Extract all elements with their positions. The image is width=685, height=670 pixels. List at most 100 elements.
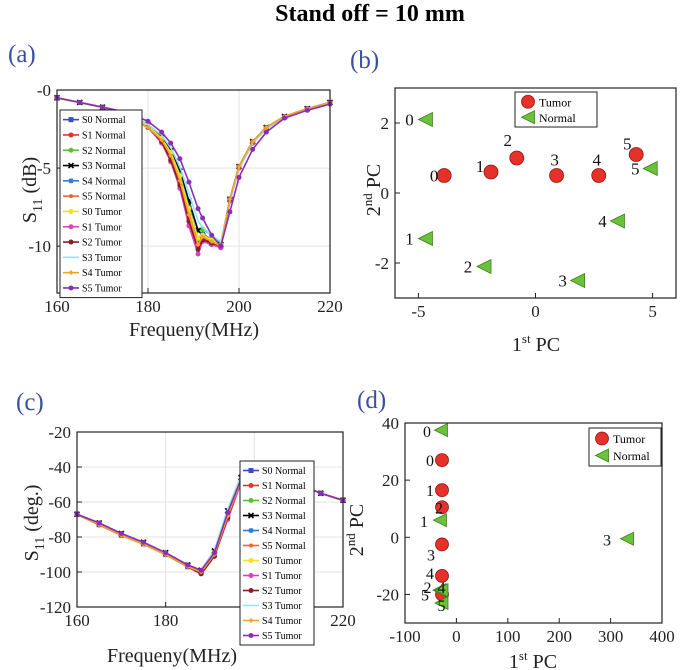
d-xtick-label: 300 [598,627,624,646]
a-ytick-label: -10 [28,237,51,256]
a-xtick-label: 160 [44,297,70,316]
c-legend-marker [248,573,254,578]
b-point-label: 5 [623,135,632,154]
a-data-point [159,137,165,143]
c-ylabel-main: S [21,550,43,561]
b-xlabel-tail: PC [531,334,560,356]
d-xlabel: 1st PC [509,648,557,670]
figure-title: Stand off = 10 mm [275,1,465,27]
d-point-normal [433,422,448,438]
c-legend-entry: S3 Tumor [262,601,302,612]
b-ytick-label: -2 [375,254,389,273]
b-ytick-label: 2 [381,114,390,133]
b-ylabel: 2nd PC [360,164,385,216]
b-point-tumor [591,168,607,183]
c-legend-marker [248,483,254,488]
b-point-label: 4 [598,212,607,231]
c-legend-marker [248,468,254,473]
b-xlabel-sup: st [522,331,531,346]
c-legend-entry: S2 Tumor [262,586,302,597]
b-point-tumor [436,168,452,183]
c-legend-entry: S0 Normal [262,466,306,477]
b-point-label: 3 [558,272,567,291]
b-point-label: 2 [504,131,513,150]
a-legend-marker [68,239,74,245]
b-series-1: 0 1 2 3 4 5 [405,111,658,291]
a-data-point [100,104,105,110]
a-data-point [168,153,174,159]
a-data-point [168,140,174,146]
d-legend-marker [594,448,609,463]
d-ylabel-sup: nd [343,533,358,547]
b-legend-entry: Normal [539,111,576,125]
d-point-label: 3 [427,547,435,564]
a-data-point [209,238,215,244]
c-frame [76,431,344,608]
a-data-point [263,129,269,135]
d-ytick-label: -20 [376,585,399,604]
d-xlabel-tail: PC [528,651,557,670]
b-point-tumor [628,147,644,162]
b-point-label: 1 [405,230,414,249]
d-point-normal [619,531,634,546]
b-point-tumor [549,168,564,183]
c-ytick-label: -80 [48,528,71,547]
d-point-label: 0 [426,453,434,470]
b-xtick-label: 5 [648,302,657,321]
c-xtick-label: 220 [330,611,356,630]
d-point-label: 0 [423,424,431,441]
a-data-point [145,124,151,130]
a-data-point [218,243,224,249]
d-point-tumor [435,483,449,498]
d-point-label: 4 [426,566,434,583]
a-legend-entry: S4 Tumor [82,268,122,279]
a-data-point [186,179,192,185]
b-point-normal [642,160,658,177]
b-point-normal [417,230,433,247]
c-ylabel-sub: 11 [33,537,48,550]
a-data-point [159,129,165,135]
a-ytick-label: -5 [37,159,51,178]
a-legend-marker [68,117,74,123]
c-legend-entry: S1 Normal [262,481,306,492]
b-point-normal [569,272,586,289]
panel-label-b: (b) [350,47,379,74]
c-ytick-label: -120 [40,598,71,617]
b-point-label: 0 [430,167,439,186]
a-data-point [77,99,83,105]
a-legend-box [59,109,143,299]
a-legend-marker [68,224,74,230]
d-point-label: 2 [423,580,431,597]
d-point-label: 5 [437,598,445,615]
b-legend-entry: Tumor [539,95,571,109]
a-legend-entry: S1 Normal [82,130,126,141]
d-legend: Tumor Normal [588,427,662,467]
c-data-point [185,562,191,568]
b-point-tumor [509,150,525,166]
a-data-point [236,164,242,170]
a-data-point [177,156,183,162]
d-legend-marker [595,431,609,446]
c-data-point [225,510,231,515]
b-legend: Tumor Normal [514,91,598,128]
c-xtick-label: 180 [153,611,179,630]
a-legend-marker [68,178,74,184]
d-point-label: 5 [421,587,429,604]
a-data-point [282,115,287,121]
a-data-point [195,206,201,212]
a-legend-entry: S2 Tumor [82,238,122,249]
b-ylabel-tail: PC [363,164,385,193]
a-legend-marker [68,132,74,138]
a-data-point [200,215,206,221]
c-ytick-label: -40 [48,458,71,477]
a-xtick-label: 220 [317,297,343,316]
a-xtick-label: 180 [135,297,161,316]
c-xlabel: Frequeny(MHz) [107,645,237,667]
b-ylabel-sup: nd [360,193,375,207]
c-legend-marker [248,528,254,533]
a-legend-marker [68,270,74,276]
c-legend-entry: S3 Normal [262,511,306,522]
b-series-0: 0 12 3 4 5 [430,131,644,186]
d-ytick-label: 20 [382,471,399,490]
